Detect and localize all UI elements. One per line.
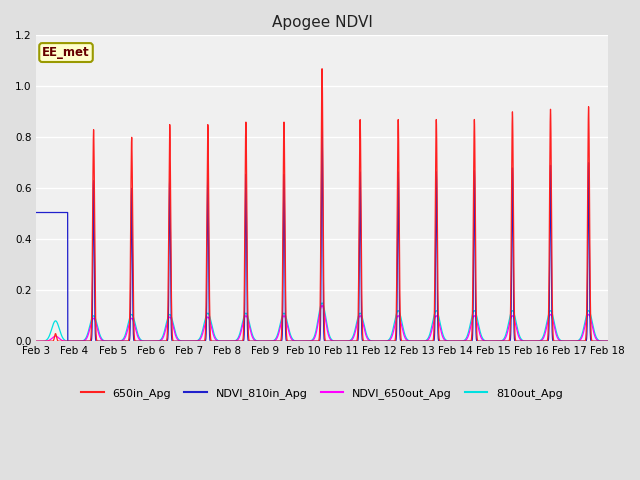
NDVI_650out_Apg bbox=[604, 338, 611, 344]
NDVI_650out_Apg bbox=[401, 335, 409, 341]
NDVI_650out_Apg bbox=[33, 338, 40, 344]
Line: NDVI_810in_Apg: NDVI_810in_Apg bbox=[36, 122, 607, 341]
650in_Apg bbox=[148, 338, 156, 344]
Legend: 650in_Apg, NDVI_810in_Apg, NDVI_650out_Apg, 810out_Apg: 650in_Apg, NDVI_810in_Apg, NDVI_650out_A… bbox=[77, 383, 567, 403]
810out_Apg bbox=[318, 300, 326, 306]
NDVI_810in_Apg bbox=[155, 338, 163, 344]
650in_Apg bbox=[604, 338, 611, 344]
NDVI_650out_Apg bbox=[318, 303, 326, 309]
810out_Apg bbox=[483, 338, 490, 344]
810out_Apg bbox=[155, 338, 163, 344]
NDVI_810in_Apg bbox=[149, 338, 157, 344]
650in_Apg bbox=[155, 338, 163, 344]
650in_Apg bbox=[318, 66, 326, 72]
Line: NDVI_650out_Apg: NDVI_650out_Apg bbox=[36, 306, 607, 341]
810out_Apg bbox=[602, 338, 609, 344]
810out_Apg bbox=[401, 332, 409, 338]
NDVI_810in_Apg bbox=[246, 338, 254, 344]
810out_Apg bbox=[246, 324, 254, 330]
NDVI_650out_Apg bbox=[155, 338, 163, 344]
810out_Apg bbox=[148, 338, 156, 344]
NDVI_810in_Apg bbox=[33, 210, 40, 216]
NDVI_650out_Apg bbox=[602, 338, 609, 344]
Title: Apogee NDVI: Apogee NDVI bbox=[271, 15, 372, 30]
650in_Apg bbox=[33, 338, 40, 344]
NDVI_810in_Apg bbox=[604, 338, 611, 344]
650in_Apg bbox=[401, 338, 409, 344]
NDVI_650out_Apg bbox=[483, 338, 490, 344]
Text: EE_met: EE_met bbox=[42, 46, 90, 59]
NDVI_810in_Apg bbox=[70, 338, 78, 344]
NDVI_810in_Apg bbox=[483, 338, 490, 344]
NDVI_810in_Apg bbox=[318, 120, 326, 125]
NDVI_650out_Apg bbox=[148, 338, 156, 344]
650in_Apg bbox=[246, 338, 254, 344]
650in_Apg bbox=[483, 338, 490, 344]
NDVI_810in_Apg bbox=[401, 338, 409, 344]
NDVI_650out_Apg bbox=[246, 327, 254, 333]
NDVI_810in_Apg bbox=[602, 338, 609, 344]
650in_Apg bbox=[602, 338, 609, 344]
810out_Apg bbox=[604, 338, 611, 344]
Line: 650in_Apg: 650in_Apg bbox=[36, 69, 607, 341]
Line: 810out_Apg: 810out_Apg bbox=[36, 303, 607, 341]
810out_Apg bbox=[33, 338, 40, 344]
